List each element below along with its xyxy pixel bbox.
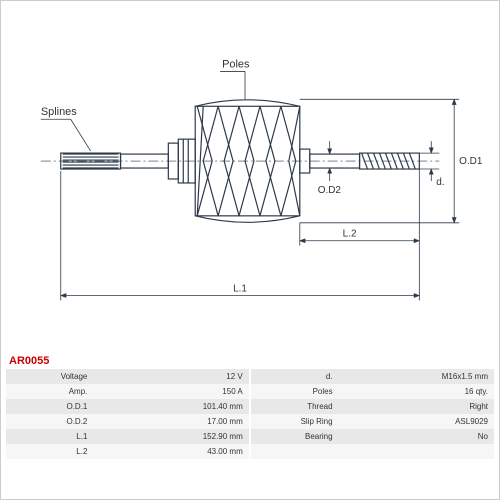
spec-label: Slip Ring xyxy=(251,414,338,429)
spec-label: d. xyxy=(251,369,338,384)
spec-label: O.D.1 xyxy=(6,399,93,414)
spec-label: O.D.2 xyxy=(6,414,93,429)
table-row: Amp. 150 A Poles 16 qty. xyxy=(6,384,494,399)
spec-label: Poles xyxy=(251,384,338,399)
od1-dim-label: O.D1 xyxy=(459,156,483,167)
d-dim-label: d. xyxy=(436,177,444,188)
spec-value: 150 A xyxy=(93,384,248,399)
spec-value: 101.40 mm xyxy=(93,399,248,414)
spec-value: 17.00 mm xyxy=(93,414,248,429)
spec-value: M16x1.5 mm xyxy=(339,369,494,384)
table-row: O.D.2 17.00 mm Slip Ring ASL9029 xyxy=(6,414,494,429)
spec-value: ASL9029 xyxy=(339,414,494,429)
table-row: Voltage 12 V d. M16x1.5 mm xyxy=(6,369,494,384)
spec-label xyxy=(251,444,338,459)
table-row: L.2 43.00 mm xyxy=(6,444,494,459)
spec-value: 16 qty. xyxy=(339,384,494,399)
part-number: AR0055 xyxy=(1,351,499,369)
spec-label: Bearing xyxy=(251,429,338,444)
table-row: L.1 152.90 mm Bearing No xyxy=(6,429,494,444)
od2-dim-label: O.D2 xyxy=(318,185,342,196)
spec-value: 12 V xyxy=(93,369,248,384)
poles-label: Poles xyxy=(222,58,250,70)
technical-drawing: Splines Poles O.D1 d. O.D2 L.2 L.1 xyxy=(1,1,499,351)
spec-label: Thread xyxy=(251,399,338,414)
splines-label: Splines xyxy=(41,106,77,118)
spec-value: 43.00 mm xyxy=(93,444,248,459)
spec-value: No xyxy=(339,429,494,444)
l2-dim-label: L.2 xyxy=(343,229,357,240)
spec-label: L.1 xyxy=(6,429,93,444)
spec-value: Right xyxy=(339,399,494,414)
l1-dim-label: L.1 xyxy=(233,284,247,295)
spec-table: Voltage 12 V d. M16x1.5 mm Amp. 150 A Po… xyxy=(6,369,494,459)
spec-label: Amp. xyxy=(6,384,93,399)
spec-value xyxy=(339,444,494,459)
spec-value: 152.90 mm xyxy=(93,429,248,444)
table-row: O.D.1 101.40 mm Thread Right xyxy=(6,399,494,414)
spec-label: Voltage xyxy=(6,369,93,384)
spec-label: L.2 xyxy=(6,444,93,459)
